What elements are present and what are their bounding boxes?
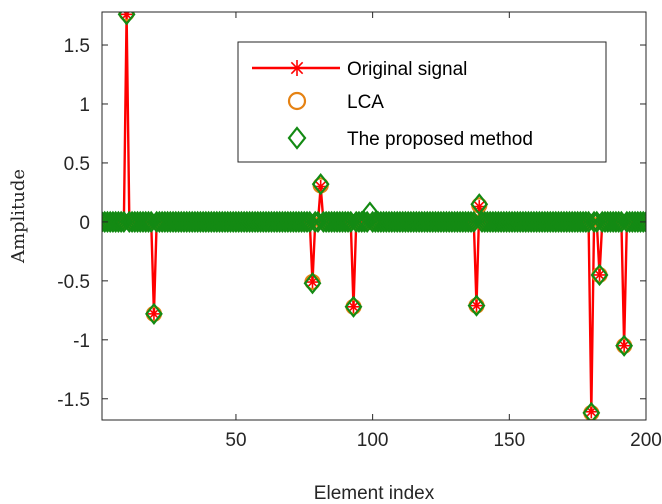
data-point: [134, 210, 152, 234]
legend-symbol-lca: [287, 91, 307, 111]
data-point: [637, 210, 646, 234]
data-point: [292, 210, 311, 234]
data-point: [147, 307, 161, 321]
data-point: [628, 210, 646, 234]
data-point: [346, 300, 360, 314]
series-2: [102, 12, 646, 420]
x-axis-label: Element index: [314, 483, 435, 504]
data-point: [593, 268, 607, 282]
x-tick-label: 100: [357, 430, 389, 451]
x-tick-label: 200: [630, 430, 662, 451]
y-tick-label: 0: [79, 213, 90, 234]
data-point: [344, 295, 363, 318]
legend-box: [237, 41, 607, 163]
y-tick-label: -0.5: [57, 272, 90, 293]
y-tick-label: -1: [73, 331, 90, 352]
data-point: [579, 210, 598, 234]
data-point: [300, 210, 319, 234]
y-tick-label: 0.5: [64, 154, 90, 175]
data-point: [634, 210, 646, 234]
legend-label-lca: LCA: [347, 92, 384, 113]
y-tick-label: 1.5: [64, 36, 90, 57]
data-point: [615, 334, 634, 357]
legend-marker: [287, 91, 307, 111]
data-point: [456, 210, 475, 234]
data-point: [604, 210, 623, 234]
legend-entry-lca: LCA: [287, 91, 384, 113]
legend: Original signal LCA The proposed method: [237, 41, 607, 163]
x-tick-label: 150: [493, 430, 525, 451]
data-point: [571, 210, 590, 234]
data-point: [470, 193, 489, 216]
legend-marker: [289, 60, 305, 76]
data-point: [582, 401, 601, 420]
data-point: [120, 12, 134, 21]
data-point: [333, 210, 352, 234]
data-point: [106, 210, 125, 234]
legend-entry-original-signal: Original signal: [252, 59, 467, 80]
legend-label-proposed-method: The proposed method: [347, 129, 533, 150]
data-point: [311, 173, 330, 196]
legend-marker: [287, 126, 307, 150]
data-point: [145, 302, 163, 326]
data-point: [117, 12, 136, 26]
legend-label-original-signal: Original signal: [347, 59, 467, 80]
x-tick-label: 50: [225, 430, 246, 451]
y-axis-label: Amplitude: [8, 169, 29, 264]
data-point: [303, 272, 322, 295]
axes: [101, 11, 647, 421]
data-point: [467, 294, 486, 317]
ticks: 50 100 150 200 -1.5 -1 -0.5 0 0.5 1 1.5: [57, 12, 662, 451]
legend-symbol-original-signal: [252, 60, 340, 76]
series-layer: [102, 12, 646, 420]
legend-entry-proposed-method: The proposed method: [287, 126, 533, 150]
data-point: [459, 210, 478, 234]
data-point: [590, 263, 609, 287]
plot-frame: [101, 11, 647, 421]
y-tick-label: -1.5: [57, 390, 90, 411]
y-tick-label: 1: [79, 95, 90, 116]
data-point: [617, 339, 631, 353]
legend-symbol-proposed-method: [287, 126, 307, 150]
data-point: [470, 299, 484, 313]
data-point: [350, 210, 368, 234]
